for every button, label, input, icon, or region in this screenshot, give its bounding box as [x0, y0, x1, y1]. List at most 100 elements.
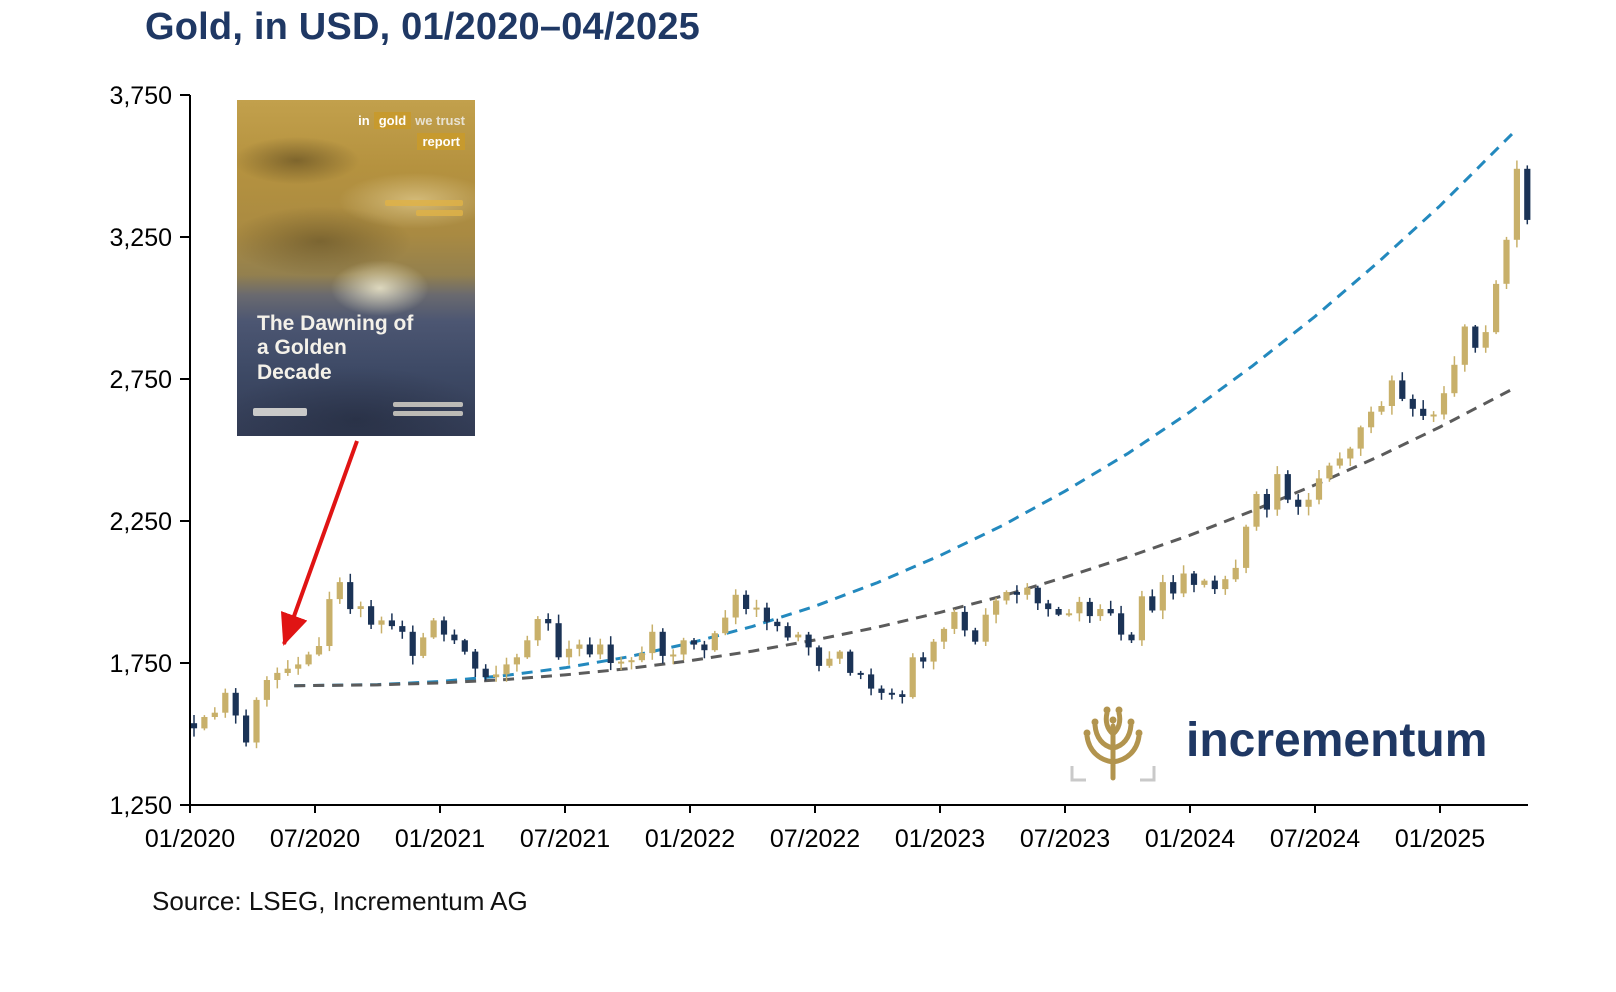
candle-body [284, 668, 291, 673]
candle-body [972, 630, 979, 642]
candle-body [920, 657, 927, 662]
cover-author-lines [393, 398, 463, 416]
candle-body [513, 657, 520, 665]
candle-body [743, 594, 750, 609]
candle-body [1347, 448, 1354, 459]
candle-body [1409, 398, 1416, 409]
candle-body [565, 648, 573, 658]
x-tick-label: 01/2024 [1145, 825, 1235, 853]
candle-body [795, 634, 802, 638]
candle-body [1493, 283, 1500, 333]
candle-body [1399, 380, 1406, 399]
candle-body [1034, 587, 1041, 604]
candle-body [305, 654, 312, 665]
candle-body [701, 644, 708, 651]
logo-text: incrementum [1186, 713, 1488, 767]
candle-body [1149, 596, 1156, 611]
candle-body [357, 606, 364, 609]
candle-body [690, 640, 698, 645]
annotation-arrow [280, 440, 359, 646]
masthead-words-we-trust: we trust [415, 113, 465, 128]
candle-body [930, 641, 937, 662]
candle-body [545, 619, 552, 624]
masthead-word-gold: gold [373, 112, 412, 129]
y-tick-label: 1,750 [109, 650, 172, 678]
candle-body [1430, 414, 1437, 417]
candle-body [1357, 427, 1364, 449]
cover-title: The Dawning of a Golden Decade [257, 312, 414, 384]
candle-body [524, 640, 531, 658]
candle-body [1118, 613, 1125, 635]
candle-body [1253, 494, 1260, 527]
candle-body [1440, 393, 1448, 415]
candle-body [347, 582, 354, 610]
y-tick-label: 2,750 [109, 366, 172, 394]
y-tick-label: 2,250 [109, 508, 172, 536]
candle-body [1055, 609, 1062, 615]
candle-body [638, 653, 645, 661]
candle-body [857, 672, 864, 675]
candle-body [368, 606, 375, 625]
candle-body [722, 617, 729, 634]
candle-body [1024, 587, 1031, 595]
candle-body [1190, 573, 1198, 585]
candle-body [1472, 326, 1479, 348]
candle-body [1482, 332, 1489, 348]
candle-body [826, 658, 833, 666]
candle-body [1097, 609, 1104, 617]
steep-trend-projection [294, 132, 1514, 688]
candle-body [649, 631, 656, 654]
candle-body [430, 620, 437, 638]
cover-artwork [237, 100, 475, 436]
candle-body [659, 631, 666, 656]
candle-body [732, 594, 739, 618]
cover-masthead: in gold we trust report [358, 112, 465, 150]
candle-body [909, 657, 916, 698]
candle-body [1263, 494, 1270, 510]
candle-body [409, 631, 416, 656]
candle-body [1045, 603, 1052, 610]
candle-body [326, 599, 333, 646]
candle-body [1305, 499, 1312, 507]
candle-body [670, 654, 677, 657]
candle-body [1295, 499, 1302, 507]
x-tick-label: 01/2022 [645, 825, 735, 853]
candle-body [1180, 573, 1187, 594]
cover-brand-mark [253, 408, 307, 416]
candle-body [1222, 579, 1229, 590]
x-tick-label: 07/2020 [270, 825, 360, 853]
candle-body [597, 644, 604, 655]
candle-body [1003, 592, 1010, 601]
candle-body [451, 634, 458, 641]
candle-body [836, 651, 843, 659]
x-tick-label: 01/2025 [1395, 825, 1485, 853]
candle-body [774, 621, 781, 627]
candle-body [805, 634, 812, 648]
candle-body [1076, 601, 1083, 614]
candle-body [618, 661, 625, 664]
candle-body [961, 611, 968, 631]
candle-body [993, 600, 1000, 615]
candle-body [753, 607, 760, 610]
x-tick-label: 01/2021 [395, 825, 485, 853]
candle-body [1315, 478, 1323, 500]
candle-body [222, 692, 229, 713]
x-tick-label: 07/2021 [520, 825, 610, 853]
candle-body [243, 715, 250, 743]
candle-body [1503, 239, 1510, 284]
candle-body [1201, 580, 1208, 585]
candle-body [888, 692, 895, 695]
moderate-trend-projection [294, 387, 1514, 688]
candle-body [482, 668, 489, 678]
candle-body [1138, 596, 1145, 641]
candle-body [1513, 168, 1520, 240]
x-tick-label: 01/2020 [145, 825, 235, 853]
y-tick-label: 1,250 [109, 792, 172, 820]
y-tick-label: 3,250 [109, 224, 172, 252]
candle-body [847, 651, 854, 673]
candle-body [1420, 408, 1427, 416]
candle-body [190, 723, 198, 729]
candle-body [1170, 582, 1177, 594]
